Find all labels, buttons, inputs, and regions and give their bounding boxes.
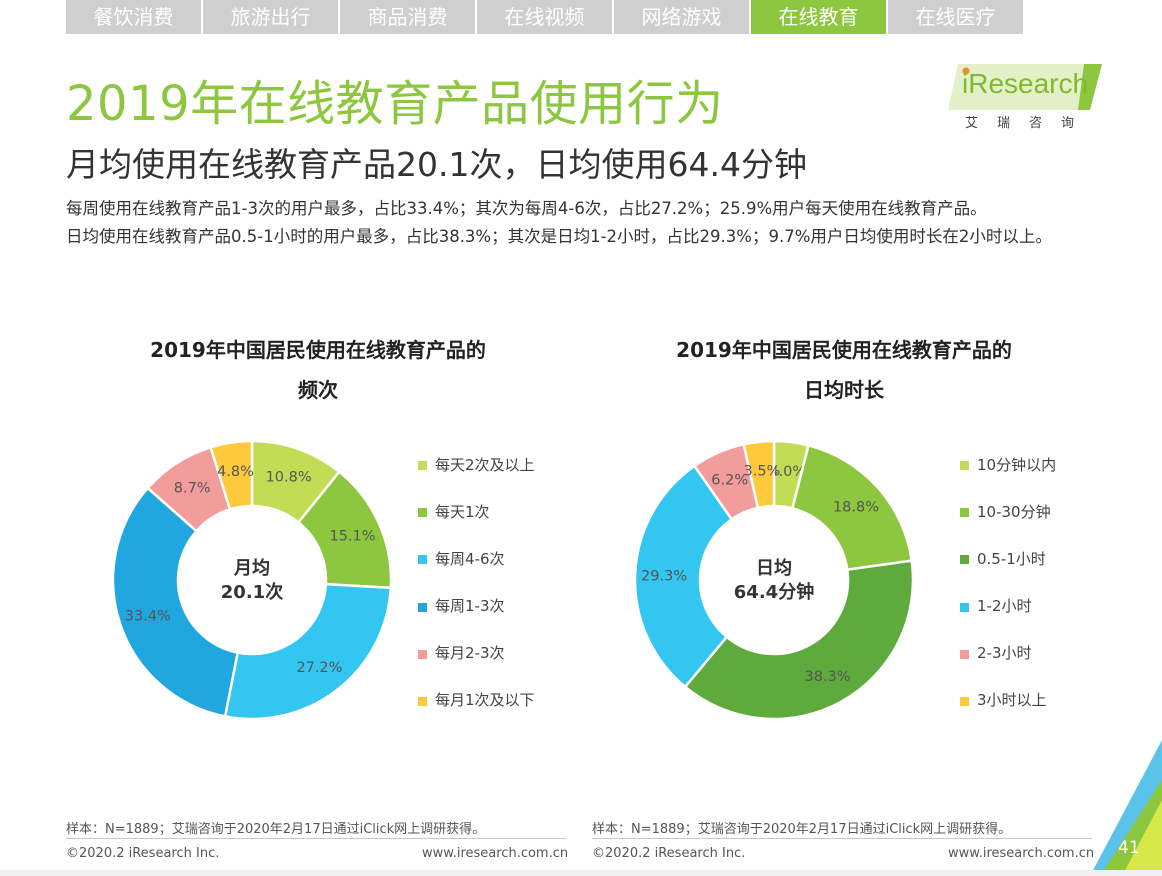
frequency-slice-label-0: 10.8% (266, 469, 312, 485)
duration-legend-item-3: 1-2小时 (960, 595, 1056, 619)
frequency-legend-item-2: 每周4-6次 (418, 548, 535, 572)
frequency-legend-swatch-3 (418, 602, 427, 612)
frequency-legend-item-0: 每天2次及以上 (418, 454, 535, 478)
frequency-legend-swatch-5 (418, 696, 427, 706)
summary-line-1: 每周使用在线教育产品1-3次的用户最多，占比33.4%；其次为每周4-6次，占比… (66, 199, 987, 218)
frequency-slice-2 (223, 582, 393, 721)
corner-decoration (1090, 740, 1162, 876)
footer-divider-right (592, 838, 1092, 839)
legend-frequency: 每天2次及以上 每天1次每周4-6次 每周1-3次 每月2-3次每月1次及以下 (418, 454, 535, 737)
chart-title-frequency-line2: 频次 (298, 378, 338, 402)
duration-slice-label-5: 3.5% (744, 464, 781, 480)
frequency-legend-label-0: 每天2次及以上 (435, 456, 535, 474)
chart-title-duration-line1: 2019年中国居民使用在线教育产品的 (676, 338, 1012, 362)
duration-slice-label-0: 4.0% (769, 464, 806, 480)
duration-legend-swatch-3 (960, 602, 969, 612)
duration-slice-label-2: 38.3% (805, 669, 851, 685)
chart-title-duration-line2: 日均时长 (804, 378, 884, 402)
duration-legend-swatch-4 (960, 649, 969, 659)
copyright-right: ©2020.2 iResearch Inc. (592, 846, 746, 861)
page-subtitle: 月均使用在线教育产品20.1次，日均使用64.4分钟 (66, 145, 807, 184)
logo-chinese-name: 艾瑞咨询 (965, 116, 1094, 131)
tab-online-games[interactable]: 网络游戏 (614, 0, 749, 34)
frequency-legend-label-2: 每周4-6次 (435, 550, 505, 569)
duration-legend-label-1: 10-30分钟 (977, 503, 1051, 522)
duration-legend-swatch-2 (960, 555, 969, 565)
duration-slice-2 (683, 559, 915, 721)
page-title: 2019年在线教育产品使用行为 (66, 76, 724, 132)
frequency-slice-label-5: 4.8% (217, 464, 254, 480)
frequency-legend-label-3: 每周1-3次 (435, 597, 505, 616)
duration-center-label: 日均 (756, 557, 792, 579)
tab-online-medical[interactable]: 在线医疗 (888, 0, 1023, 34)
tab-goods[interactable]: 商品消费 (340, 0, 475, 34)
frequency-slice-label-2: 27.2% (296, 660, 342, 676)
duration-legend-item-2: 0.5-1小时 (960, 548, 1056, 572)
copyright-left: ©2020.2 iResearch Inc. (66, 846, 220, 861)
bottom-border (0, 870, 1162, 876)
frequency-legend-swatch-2 (418, 555, 427, 565)
frequency-legend-swatch-4 (418, 649, 427, 659)
frequency-legend-item-1: 每天1次 (418, 501, 535, 525)
duration-legend-item-5: 3小时以上 (960, 689, 1056, 713)
footer-divider-left (66, 838, 566, 839)
chart-title-duration: 2019年中国居民使用在线教育产品的 日均时长 (614, 330, 1074, 410)
duration-slice-3 (633, 464, 734, 689)
frequency-legend-swatch-0 (418, 461, 427, 471)
logo-wordmark: iResearch (962, 68, 1089, 99)
frequency-legend-swatch-1 (418, 508, 427, 518)
duration-slice-label-3: 29.3% (641, 568, 687, 584)
iresearch-logo: iResearch 艾瑞咨询 (940, 60, 1110, 140)
frequency-slice-label-1: 15.1% (329, 528, 375, 544)
duration-legend-label-3: 1-2小时 (977, 597, 1032, 616)
frequency-slice-label-4: 8.7% (174, 481, 211, 497)
frequency-legend-label-5: 每月1次及以下 (435, 691, 535, 710)
frequency-legend-label-1: 每天1次 (435, 503, 490, 522)
duration-legend-item-0: 10分钟以内 (960, 454, 1056, 478)
page-number: 41 (1118, 838, 1140, 858)
tab-online-video[interactable]: 在线视频 (477, 0, 612, 34)
frequency-center-value: 20.1次 (221, 581, 283, 603)
frequency-legend-item-5: 每月1次及以下 (418, 689, 535, 713)
duration-slice-label-4: 6.2% (711, 472, 748, 488)
tab-travel[interactable]: 旅游出行 (203, 0, 338, 34)
website-left: www.iresearch.com.cn (422, 846, 569, 861)
chart-title-frequency: 2019年中国居民使用在线教育产品的 频次 (88, 330, 548, 410)
frequency-slice-5 (209, 439, 254, 511)
duration-legend-label-4: 2-3小时 (977, 644, 1032, 663)
frequency-legend-item-3: 每周1-3次 (418, 595, 535, 619)
summary-line-2: 日均使用在线教育产品0.5-1小时的用户最多，占比38.3%；其次是日均1-2小… (66, 227, 1052, 246)
website-right: www.iresearch.com.cn (948, 846, 1095, 861)
footnote-left: 样本：N=1889；艾瑞咨询于2020年2月17日通过iClick网上调研获得。 (66, 822, 486, 837)
duration-slice-5 (742, 439, 776, 510)
chart-title-frequency-line1: 2019年中国居民使用在线教育产品的 (150, 338, 486, 362)
frequency-center-label: 月均 (233, 557, 270, 579)
legend-duration: 10分钟以内 10-30分钟 0.5-1小时 1-2小时 2-3小时 3小时以上 (960, 454, 1056, 737)
summary-text: 每周使用在线教育产品1-3次的用户最多，占比33.4%；其次为每周4-6次，占比… (66, 195, 1126, 251)
duration-legend-swatch-5 (960, 696, 969, 706)
duration-slice-label-1: 18.8% (833, 500, 879, 516)
frequency-legend-label-4: 每月2-3次 (435, 644, 505, 663)
duration-legend-label-5: 3小时以上 (977, 691, 1047, 710)
frequency-slice-label-3: 33.4% (125, 608, 171, 624)
duration-legend-swatch-0 (960, 461, 969, 471)
duration-legend-item-1: 10-30分钟 (960, 501, 1056, 525)
footnote-right: 样本：N=1889；艾瑞咨询于2020年2月17日通过iClick网上调研获得。 (592, 822, 1012, 837)
category-tab-bar: 餐饮消费 旅游出行 商品消费 在线视频 网络游戏 在线教育 在线医疗 (66, 0, 1025, 34)
duration-center-value: 64.4分钟 (734, 581, 814, 603)
tab-online-education[interactable]: 在线教育 (751, 0, 886, 34)
frequency-legend-item-4: 每月2-3次 (418, 642, 535, 666)
tab-dining[interactable]: 餐饮消费 (66, 0, 201, 34)
duration-legend-label-2: 0.5-1小时 (977, 550, 1046, 569)
duration-legend-swatch-1 (960, 508, 969, 518)
frequency-slice-3 (111, 486, 240, 718)
duration-legend-label-0: 10分钟以内 (977, 456, 1057, 474)
logo-banner-shape (948, 64, 1102, 110)
duration-legend-item-4: 2-3小时 (960, 642, 1056, 666)
